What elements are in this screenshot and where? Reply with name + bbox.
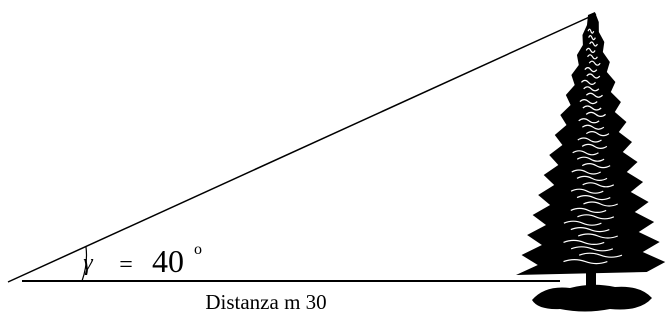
tree (516, 12, 665, 312)
diagram: γ = 40 o Distanza m 30 (0, 0, 666, 321)
angle-value: 40 (152, 243, 184, 279)
tree-ground (532, 285, 652, 312)
distance-label: Distanza m 30 (205, 290, 326, 314)
angle-degree: o (194, 241, 202, 258)
tree-crown (516, 12, 665, 275)
angle-symbol: γ (83, 250, 93, 276)
hypotenuse (8, 14, 596, 282)
angle-equals: = (119, 252, 133, 278)
